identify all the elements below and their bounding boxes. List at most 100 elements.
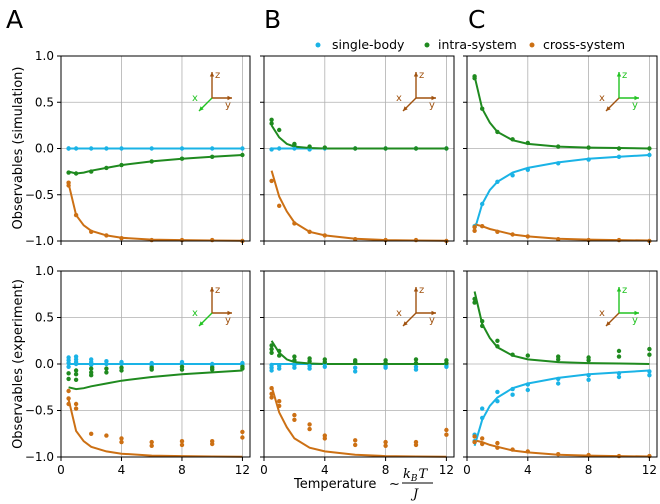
data-point-intra-system xyxy=(269,350,274,355)
data-point-single-body xyxy=(586,157,591,162)
data-point-single-body xyxy=(616,371,622,376)
data-point-cross-system xyxy=(480,224,485,229)
data-point-cross-system xyxy=(119,236,124,241)
data-point-single-body xyxy=(322,364,327,369)
data-point-cross-system xyxy=(510,447,515,452)
data-point-cross-system xyxy=(525,234,530,239)
data-point-cross-system xyxy=(210,441,215,447)
data-point-single-body xyxy=(353,369,358,374)
data-point-single-body xyxy=(73,146,79,151)
data-point-cross-system xyxy=(179,442,185,448)
x-axis-label-text: Temperature xyxy=(293,477,376,492)
data-point-intra-system xyxy=(647,146,652,151)
triad-y-arrow-head xyxy=(431,95,436,101)
x-tick-label: 8 xyxy=(382,463,390,477)
series-line-cross-system xyxy=(270,386,447,458)
y-tick-label: −0.5 xyxy=(25,404,54,418)
triad-z-label: z xyxy=(419,285,424,296)
legend-label-single-body: single-body xyxy=(332,37,405,52)
data-point-single-body xyxy=(210,146,215,151)
x-axis-label-tilde: ~ xyxy=(389,477,400,492)
data-point-single-body xyxy=(586,373,591,378)
data-point-cross-system xyxy=(307,229,312,234)
data-point-cross-system xyxy=(89,431,94,436)
data-point-intra-system xyxy=(119,368,124,373)
data-point-cross-system xyxy=(66,183,71,188)
data-point-single-body xyxy=(383,365,388,370)
data-point-intra-system xyxy=(472,76,477,81)
triad-z-arrow-head xyxy=(413,72,419,77)
x-tick-label: 0 xyxy=(463,463,471,477)
data-point-cross-system xyxy=(269,391,274,396)
data-point-single-body xyxy=(89,362,94,368)
legend-label-cross-system: cross-system xyxy=(543,37,625,52)
data-point-intra-system xyxy=(307,144,312,149)
data-point-cross-system xyxy=(73,406,79,411)
panel-c-experiment: 0 4 8 12 z y x xyxy=(463,270,658,477)
triad-x-arrow-head xyxy=(606,106,611,111)
data-point-intra-system xyxy=(73,171,79,176)
data-point-intra-system xyxy=(104,165,109,171)
data-point-cross-system xyxy=(472,439,477,445)
data-point-intra-system xyxy=(556,144,561,149)
triad-z-arrow-head xyxy=(616,72,622,77)
data-point-intra-system xyxy=(66,371,71,376)
panel-letter-a: A xyxy=(6,5,23,34)
triad-y-arrow-head xyxy=(227,95,232,101)
data-point-single-body xyxy=(292,365,297,370)
data-point-intra-system xyxy=(510,352,515,357)
triad-z-arrow-head xyxy=(209,287,215,292)
data-point-cross-system xyxy=(277,403,282,409)
data-point-intra-system xyxy=(322,145,327,150)
triad-x-label: x xyxy=(599,93,605,104)
data-point-cross-system xyxy=(353,442,358,448)
triad-z-label: z xyxy=(215,285,220,296)
data-point-intra-system xyxy=(277,353,282,358)
data-point-cross-system xyxy=(292,417,297,422)
series-line-cross-system xyxy=(67,183,243,242)
y-tick-label: −1.0 xyxy=(25,450,54,464)
data-point-cross-system xyxy=(472,434,477,439)
data-point-cross-system xyxy=(444,427,449,433)
data-point-intra-system xyxy=(586,358,591,363)
data-point-single-body xyxy=(104,361,109,367)
data-point-intra-system xyxy=(353,359,358,365)
data-point-single-body xyxy=(353,365,358,370)
y-tick-label: −1.0 xyxy=(25,234,54,248)
data-point-cross-system xyxy=(104,433,109,438)
triad-x-arrow-head xyxy=(199,321,204,326)
y-tick-label: 0.0 xyxy=(35,357,54,371)
triad-y-label: y xyxy=(429,100,435,111)
axis-triad-icon: z y x xyxy=(396,285,436,327)
series-line-single-body xyxy=(473,154,650,231)
data-point-intra-system xyxy=(277,127,282,133)
data-point-single-body xyxy=(556,161,561,166)
triad-z-label: z xyxy=(215,70,220,81)
x-tick-label: 4 xyxy=(118,463,126,477)
data-point-single-body xyxy=(104,146,109,151)
panel-c-simulation: z y x xyxy=(463,55,658,245)
data-point-single-body xyxy=(149,146,154,151)
data-point-single-body xyxy=(119,146,124,151)
data-point-single-body xyxy=(525,387,530,393)
data-point-single-body xyxy=(66,146,71,151)
y-tick-label: −0.5 xyxy=(25,188,54,202)
data-point-cross-system xyxy=(269,386,274,391)
data-point-cross-system xyxy=(322,436,327,441)
data-point-intra-system xyxy=(269,343,274,348)
triad-y-label: y xyxy=(632,315,638,326)
data-point-single-body xyxy=(269,368,274,373)
series-line-intra-system xyxy=(68,154,243,175)
data-point-cross-system xyxy=(510,232,515,237)
triad-z-arrow-head xyxy=(413,287,419,292)
triad-x-arrow-head xyxy=(199,106,204,111)
series-line-intra-system xyxy=(68,369,243,391)
triad-y-label: y xyxy=(225,315,231,326)
triad-z-label: z xyxy=(622,70,627,81)
x-tick-label: 8 xyxy=(178,463,186,477)
data-point-intra-system xyxy=(89,169,94,174)
data-point-intra-system xyxy=(277,348,282,354)
panel-b-experiment: 0 4 8 12 z y x xyxy=(260,270,455,477)
data-point-single-body xyxy=(480,201,485,207)
